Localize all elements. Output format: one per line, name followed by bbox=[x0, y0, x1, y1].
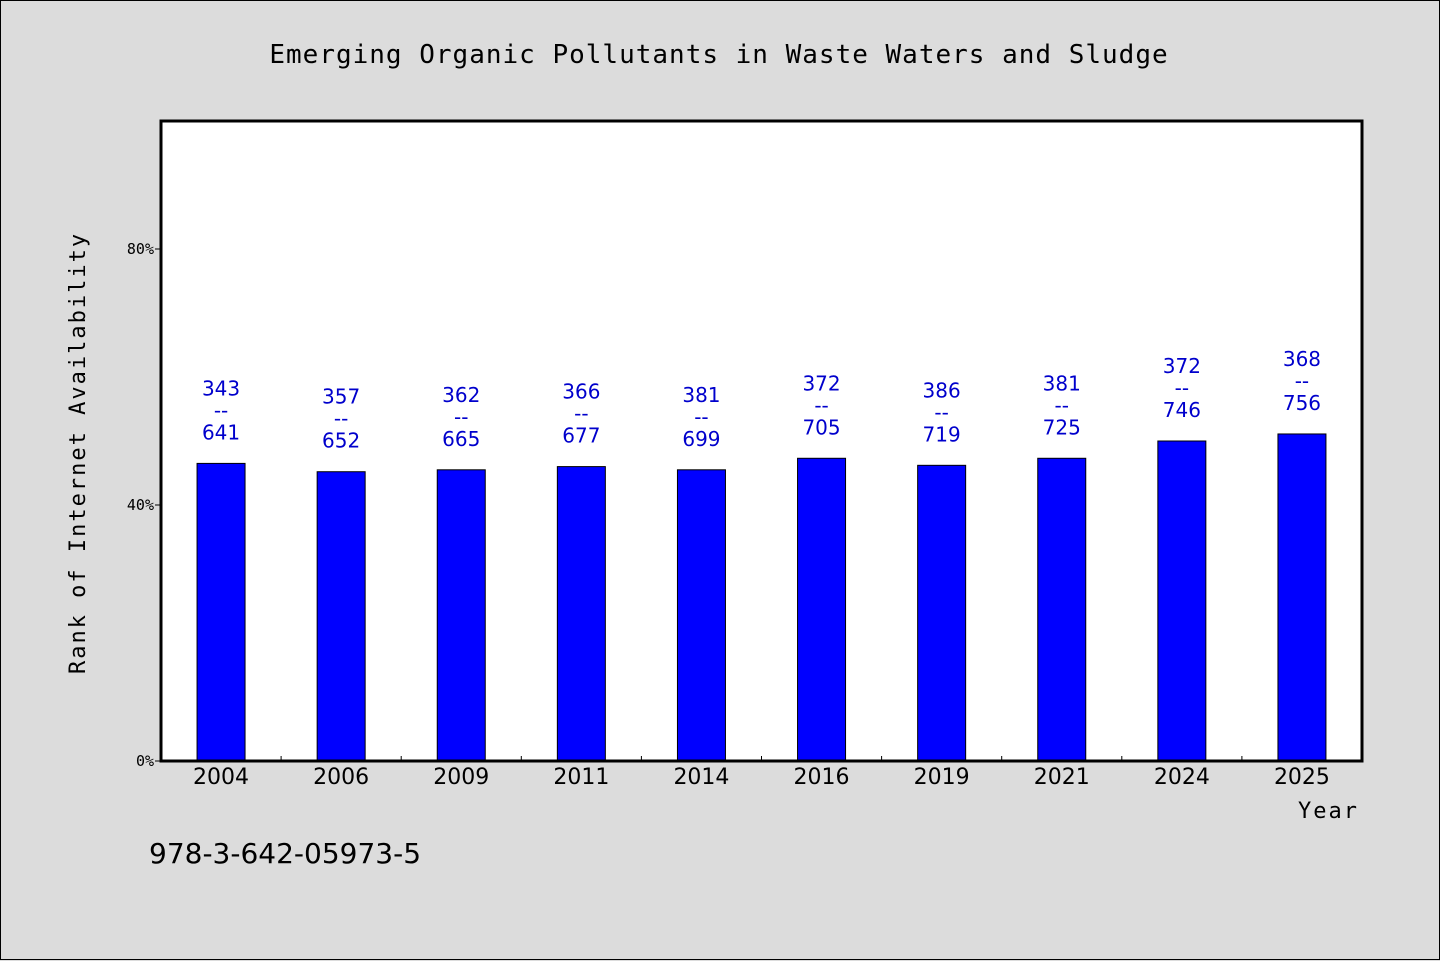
data-label-top-2014: 381 bbox=[682, 383, 720, 407]
x-tick-label-2009: 2009 bbox=[433, 765, 489, 790]
data-label-top-2025: 368 bbox=[1283, 347, 1321, 371]
x-tick-label-2016: 2016 bbox=[794, 765, 850, 790]
data-label-sep-2016: -- bbox=[814, 393, 828, 417]
bar-2024 bbox=[1157, 440, 1207, 762]
data-label-top-2004: 343 bbox=[202, 376, 240, 400]
data-labels-layer: 343--641357--652362--665366--677381--699… bbox=[202, 347, 1321, 453]
data-label-sep-2024: -- bbox=[1175, 376, 1189, 400]
data-label-top-2006: 357 bbox=[322, 385, 360, 409]
bars-layer bbox=[196, 433, 1327, 762]
chart-title: Emerging Organic Pollutants in Waste Wat… bbox=[269, 40, 1168, 70]
bar-2014 bbox=[676, 469, 726, 762]
data-label-top-2024: 372 bbox=[1163, 354, 1201, 378]
data-label-bottom-2025: 756 bbox=[1283, 391, 1321, 415]
data-label-sep-2009: -- bbox=[454, 405, 468, 429]
x-tick-label-2006: 2006 bbox=[313, 765, 369, 790]
data-label-bottom-2011: 677 bbox=[562, 424, 600, 448]
data-label-sep-2014: -- bbox=[694, 405, 708, 429]
x-tick-label-2019: 2019 bbox=[914, 765, 970, 790]
data-label-sep-2019: -- bbox=[934, 400, 948, 424]
bar-2016 bbox=[797, 457, 847, 762]
data-label-bottom-2019: 719 bbox=[923, 422, 961, 446]
y-tick-label-80: 80% bbox=[127, 240, 154, 258]
bar-2011 bbox=[556, 466, 606, 762]
x-tick-label-2011: 2011 bbox=[553, 765, 609, 790]
x-tick-label-2021: 2021 bbox=[1034, 765, 1090, 790]
bar-2021 bbox=[1037, 457, 1087, 762]
y-tick-label-0: 0% bbox=[136, 752, 154, 770]
y-axis: 0% 40% 80% bbox=[127, 240, 161, 770]
data-label-top-2019: 386 bbox=[923, 378, 961, 402]
y-axis-label: Rank of Internet Availability bbox=[66, 232, 91, 674]
footer-code: 978-3-642-05973-5 bbox=[149, 837, 421, 870]
x-tick-label-2025: 2025 bbox=[1274, 765, 1330, 790]
data-label-top-2011: 366 bbox=[562, 380, 600, 404]
data-label-bottom-2016: 705 bbox=[802, 415, 840, 439]
bar-2019 bbox=[917, 464, 967, 762]
x-tick-label-2024: 2024 bbox=[1154, 765, 1210, 790]
bar-2004 bbox=[196, 462, 246, 762]
data-label-sep-2004: -- bbox=[214, 398, 228, 422]
data-label-sep-2021: -- bbox=[1055, 393, 1069, 417]
x-axis-label: Year bbox=[1298, 799, 1359, 824]
bar-2006 bbox=[316, 471, 366, 762]
x-axis: 2004 2006 2009 2011 2014 2016 2019 2021 2024 2025 bbox=[193, 756, 1330, 790]
data-label-bottom-2009: 665 bbox=[442, 427, 480, 451]
data-label-sep-2011: -- bbox=[574, 402, 588, 426]
data-label-bottom-2014: 699 bbox=[682, 427, 720, 451]
data-label-sep-2025: -- bbox=[1295, 369, 1309, 393]
data-label-bottom-2006: 652 bbox=[322, 429, 360, 453]
data-label-bottom-2021: 725 bbox=[1043, 415, 1081, 439]
data-label-bottom-2024: 746 bbox=[1163, 398, 1201, 422]
x-tick-label-2014: 2014 bbox=[673, 765, 729, 790]
data-label-bottom-2004: 641 bbox=[202, 420, 240, 444]
data-label-top-2009: 362 bbox=[442, 383, 480, 407]
x-tick-label-2004: 2004 bbox=[193, 765, 249, 790]
data-label-sep-2006: -- bbox=[334, 407, 348, 431]
data-label-top-2016: 372 bbox=[802, 371, 840, 395]
bar-2009 bbox=[436, 469, 486, 762]
data-label-top-2021: 381 bbox=[1043, 371, 1081, 395]
y-tick-label-40: 40% bbox=[127, 496, 154, 514]
bar-2025 bbox=[1277, 433, 1327, 762]
